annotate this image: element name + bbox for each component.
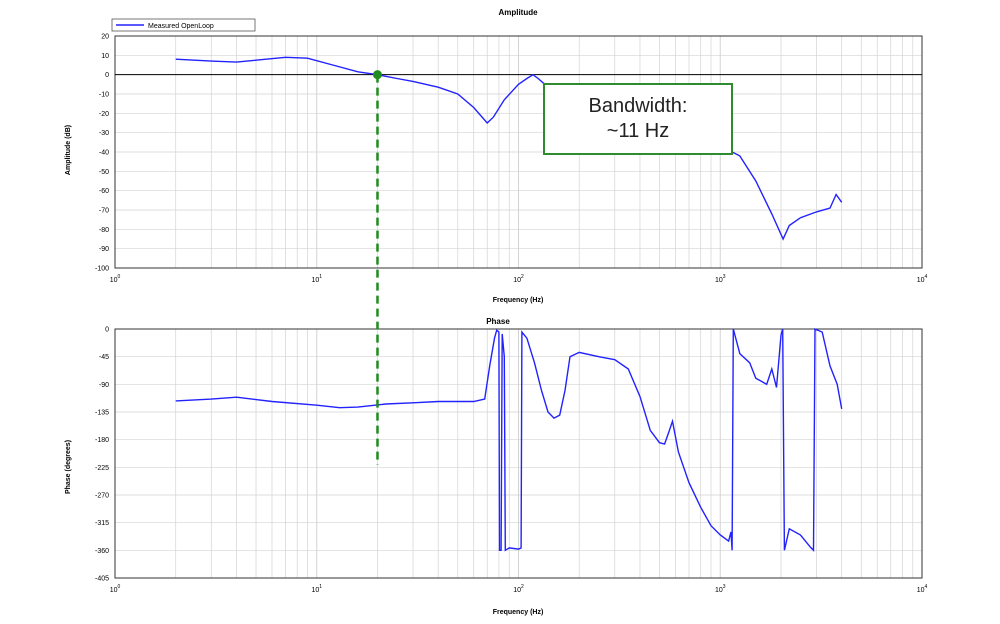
y-tick-label: -50 (99, 169, 109, 176)
legend: Measured OpenLoop (111, 18, 256, 32)
y-tick-label: -70 (99, 208, 109, 215)
y-tick-label: 20 (101, 34, 109, 41)
x-tick-label: 101 (311, 584, 322, 594)
y-tick-label: -180 (95, 437, 109, 444)
phase-y-ticks: 0 -45 -90 -135 -180 -225 -270 -315 -360 -405 (95, 327, 109, 583)
x-tick-label: 103 (715, 274, 726, 284)
y-tick-label: 0 (105, 72, 109, 79)
x-tick-label: 102 (513, 584, 524, 594)
x-tick-label: 102 (513, 274, 524, 284)
phase-plot-area (114, 328, 923, 579)
phase-y-axis-label: Phase (degrees) (65, 440, 72, 494)
y-tick-label: -20 (99, 111, 109, 118)
x-tick-label: 104 (917, 274, 928, 284)
x-tick-label: 104 (917, 584, 928, 594)
y-tick-label: -270 (95, 493, 109, 500)
y-tick-label: -225 (95, 465, 109, 472)
y-tick-label: -80 (99, 227, 109, 234)
y-tick-label: -40 (99, 150, 109, 157)
y-tick-label: -30 (99, 130, 109, 137)
legend-label: Measured OpenLoop (148, 23, 214, 30)
amplitude-plot-area (114, 35, 923, 269)
y-tick-label: -90 (99, 382, 109, 389)
amplitude-series-line (175, 56, 843, 241)
y-tick-label: -100 (95, 266, 109, 273)
y-tick-label: -135 (95, 410, 109, 417)
phase-panel: Phase 0 -45 -90 -135 -180 -225 -270 -315 -360 -40… (65, 317, 928, 616)
amplitude-x-axis-label: Frequency (Hz) (493, 297, 544, 304)
amplitude-chart-title: Amplitude (498, 8, 538, 17)
y-tick-label: -405 (95, 576, 109, 583)
x-tick-label: 100 (110, 274, 121, 284)
amplitude-y-axis-label: Amplitude (dB) (65, 125, 72, 175)
bandwidth-annotation-line1: Bandwidth: (588, 95, 688, 117)
x-tick-label: 101 (311, 274, 322, 284)
bandwidth-annotation-box: Bandwidth: ~11 Hz (543, 83, 733, 155)
y-tick-label: -90 (99, 246, 109, 253)
bandwidth-annotation-line2: ~11 Hz (606, 120, 670, 142)
x-tick-label: 100 (110, 584, 121, 594)
amplitude-grid (114, 35, 922, 269)
amplitude-y-ticks: 20 10 0 -10 -20 -30 -40 -50 -60 -70 -80 -90 -100 (95, 34, 109, 273)
y-tick-label: -45 (99, 354, 109, 361)
y-tick-label: -60 (99, 188, 109, 195)
phase-series-line (175, 327, 843, 552)
amplitude-panel: Amplitude 20100-10-20-30-40-50-60-70-80-… (65, 8, 928, 304)
y-tick-label: -315 (95, 520, 109, 527)
phase-grid (114, 328, 922, 579)
y-tick-label: 0 (105, 327, 109, 334)
phase-chart-title: Phase (486, 317, 510, 326)
phase-x-axis-label: Frequency (Hz) (493, 609, 544, 616)
y-tick-label: -10 (99, 92, 109, 99)
y-tick-label: 10 (101, 53, 109, 60)
y-tick-label: -360 (95, 548, 109, 555)
legend-box (111, 18, 256, 32)
phase-x-ticks: 100 101 102 103 104 (110, 584, 928, 594)
amplitude-x-ticks: 100 101 102 103 104 (110, 274, 928, 284)
x-tick-label: 103 (715, 584, 726, 594)
